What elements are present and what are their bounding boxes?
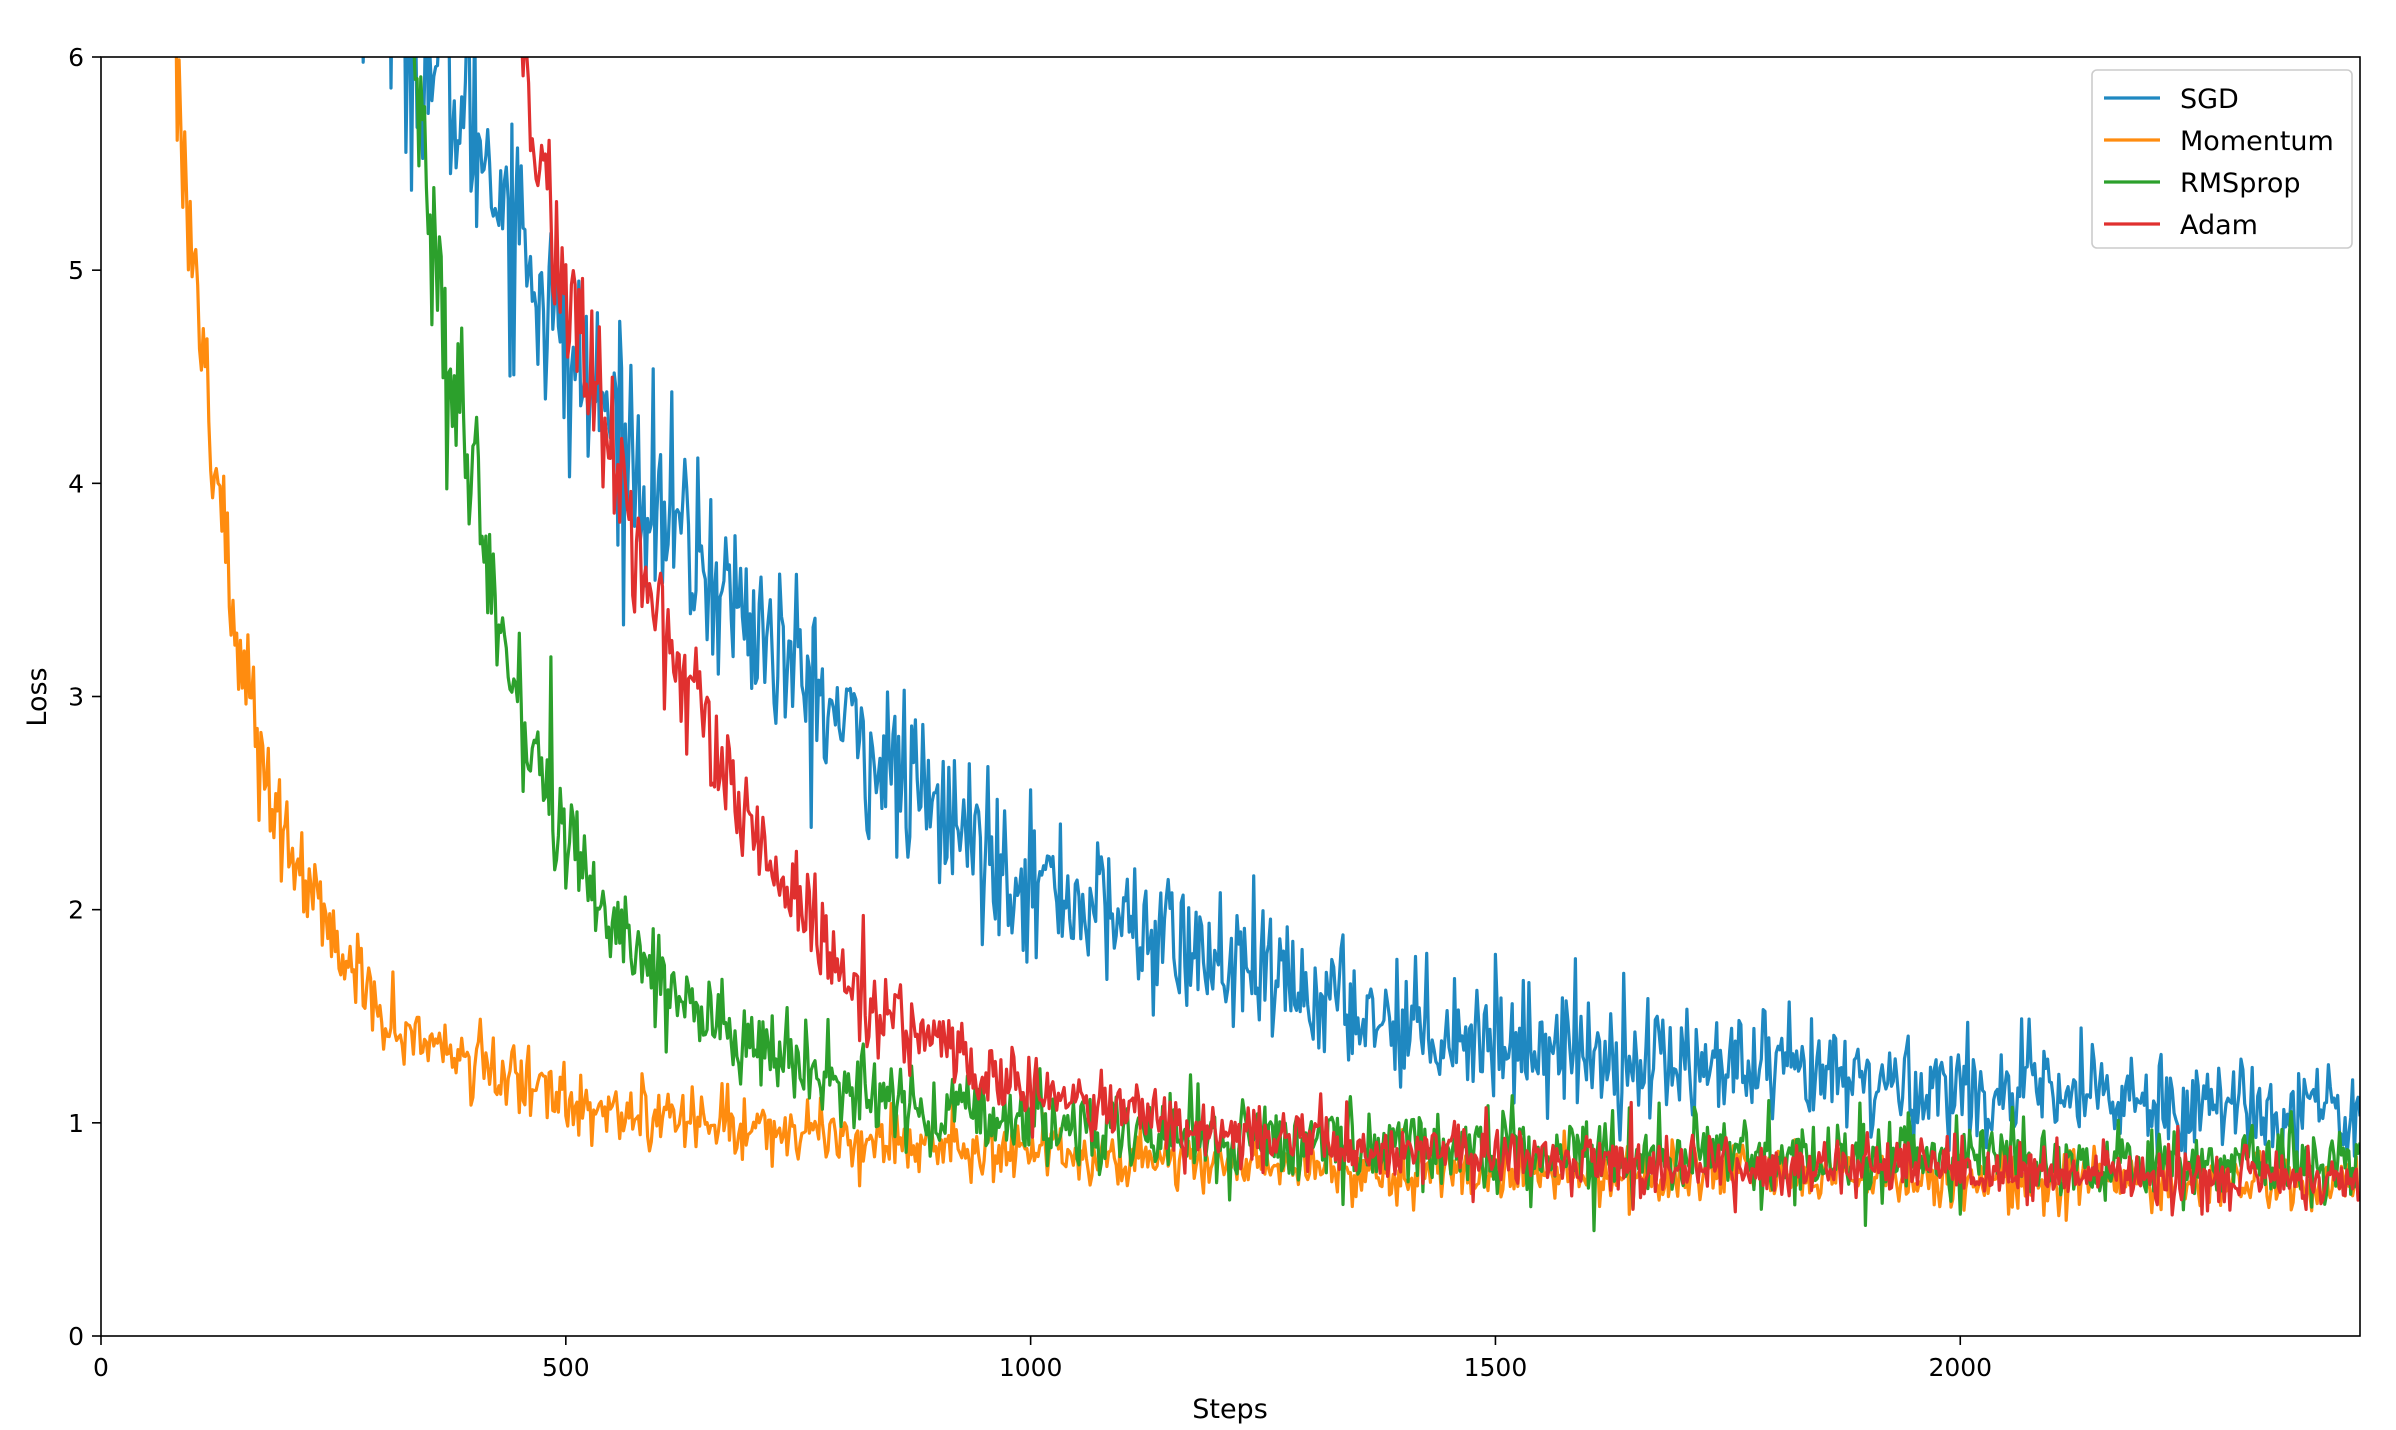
y-tick-label: 0	[68, 1322, 84, 1351]
legend: SGD Momentum RMSprop Adam	[2091, 69, 2353, 249]
series-line-adam	[520, 57, 2360, 1217]
legend-entry-label: Momentum	[2180, 126, 2334, 157]
x-axis-ticks: 0 500 1000 1500 2000	[93, 1336, 1992, 1382]
y-axis-label: Loss	[22, 667, 53, 726]
legend-entry-label: RMSprop	[2180, 168, 2301, 199]
series-layer	[174, 57, 2360, 1233]
x-tick-label: 0	[93, 1353, 109, 1382]
y-tick-label: 1	[68, 1109, 84, 1138]
y-tick-label: 5	[68, 256, 84, 285]
legend-entry-label: Adam	[2180, 210, 2258, 241]
x-tick-label: 2000	[1928, 1353, 1992, 1382]
series-line-sgd	[361, 57, 2360, 1188]
y-tick-label: 4	[68, 469, 84, 498]
y-tick-label: 2	[68, 896, 84, 925]
y-axis-ticks: 0 1 2 3 4 5 6	[68, 43, 101, 1351]
x-tick-label: 1000	[999, 1353, 1063, 1382]
x-axis-label: Steps	[1192, 1394, 1268, 1425]
legend-entry-label: SGD	[2180, 84, 2239, 115]
x-tick-label: 500	[542, 1353, 590, 1382]
legend-box	[2091, 69, 2353, 249]
y-tick-label: 3	[68, 683, 84, 712]
x-tick-label: 1500	[1464, 1353, 1528, 1382]
y-tick-label: 6	[68, 43, 84, 72]
